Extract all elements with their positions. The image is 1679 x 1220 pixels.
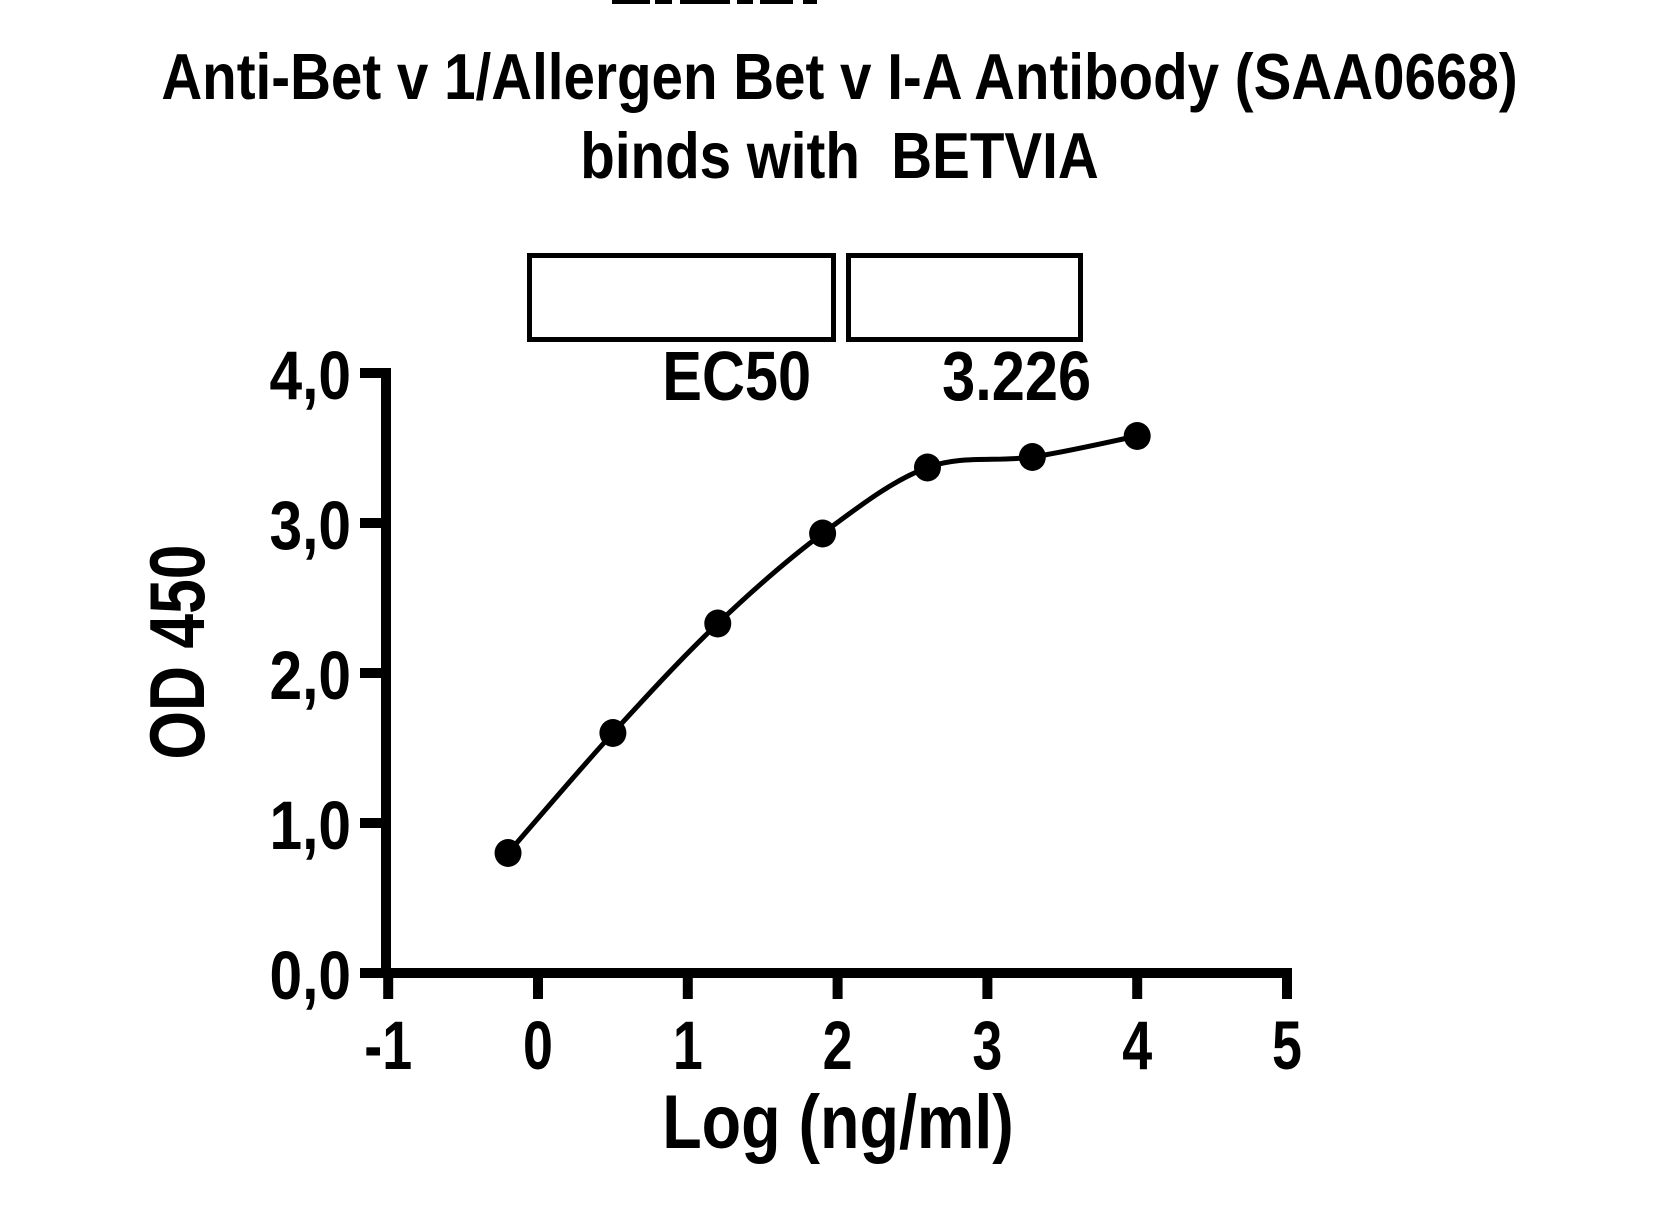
y-axis-title: OD 450 [133, 544, 220, 759]
y-tick-label: 4,0 [269, 337, 351, 415]
chart-title-line2: binds with BETVIA [580, 119, 1099, 192]
data-point [1018, 443, 1046, 471]
x-tick-label: 3 [972, 1008, 1002, 1085]
fit-curve [506, 433, 1138, 855]
artifact-segment [655, 0, 672, 4]
y-tick-label: 0,0 [269, 937, 351, 1015]
x-axis-title: Log (ng/ml) [662, 1079, 1014, 1164]
y-tick-label: 2,0 [269, 637, 351, 715]
ec50-label: EC50 [662, 337, 811, 415]
artifact-segment [612, 0, 650, 4]
data-point [913, 453, 941, 482]
data-point [599, 719, 627, 747]
x-tick-label: 0 [523, 1008, 553, 1085]
artifact-segment [760, 0, 793, 4]
data-point [809, 519, 837, 548]
data-point [704, 609, 732, 638]
x-tick-label: 1 [673, 1008, 703, 1085]
data-point [1123, 422, 1151, 450]
x-tick-label: -1 [364, 1008, 412, 1085]
y-tick-label: 3,0 [269, 487, 351, 565]
artifact-segment [737, 0, 753, 4]
ec50-value: 3.226 [941, 337, 1091, 415]
x-tick-label: 5 [1272, 1008, 1302, 1085]
artifact-segment [803, 0, 817, 4]
x-tick-label: 4 [1122, 1008, 1152, 1085]
ec50-value-cell: 3.226 [846, 253, 1091, 415]
artifact-segment [680, 0, 730, 4]
x-tick-label: 2 [823, 1008, 853, 1085]
data-point [494, 839, 522, 867]
ec50-label-cell: EC50 [527, 253, 836, 415]
y-tick-label: 1,0 [269, 787, 351, 865]
chart-title-line1: Anti-Bet v 1/Allergen Bet v I-A Antibody… [161, 40, 1518, 113]
